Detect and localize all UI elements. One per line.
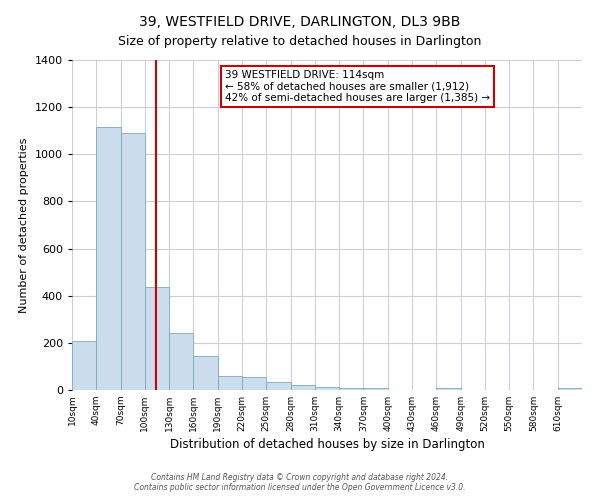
Bar — [364, 388, 388, 390]
Text: Size of property relative to detached houses in Darlington: Size of property relative to detached ho… — [118, 35, 482, 48]
Bar — [169, 334, 193, 390]
Bar — [290, 386, 315, 390]
Bar — [218, 376, 242, 390]
X-axis label: Distribution of detached houses by size in Darlington: Distribution of detached houses by size … — [170, 438, 484, 451]
Bar — [121, 133, 145, 390]
Bar — [266, 382, 290, 390]
Text: 39 WESTFIELD DRIVE: 114sqm
← 58% of detached houses are smaller (1,912)
42% of s: 39 WESTFIELD DRIVE: 114sqm ← 58% of deta… — [225, 70, 490, 103]
Bar — [96, 127, 121, 390]
Bar — [145, 288, 169, 390]
Text: 39, WESTFIELD DRIVE, DARLINGTON, DL3 9BB: 39, WESTFIELD DRIVE, DARLINGTON, DL3 9BB — [139, 15, 461, 29]
Text: Contains HM Land Registry data © Crown copyright and database right 2024.
Contai: Contains HM Land Registry data © Crown c… — [134, 473, 466, 492]
Bar — [436, 388, 461, 390]
Bar — [558, 388, 582, 390]
Bar — [193, 356, 218, 390]
Bar — [315, 387, 339, 390]
Bar — [242, 377, 266, 390]
Bar — [72, 340, 96, 390]
Y-axis label: Number of detached properties: Number of detached properties — [19, 138, 29, 312]
Bar — [339, 388, 364, 390]
